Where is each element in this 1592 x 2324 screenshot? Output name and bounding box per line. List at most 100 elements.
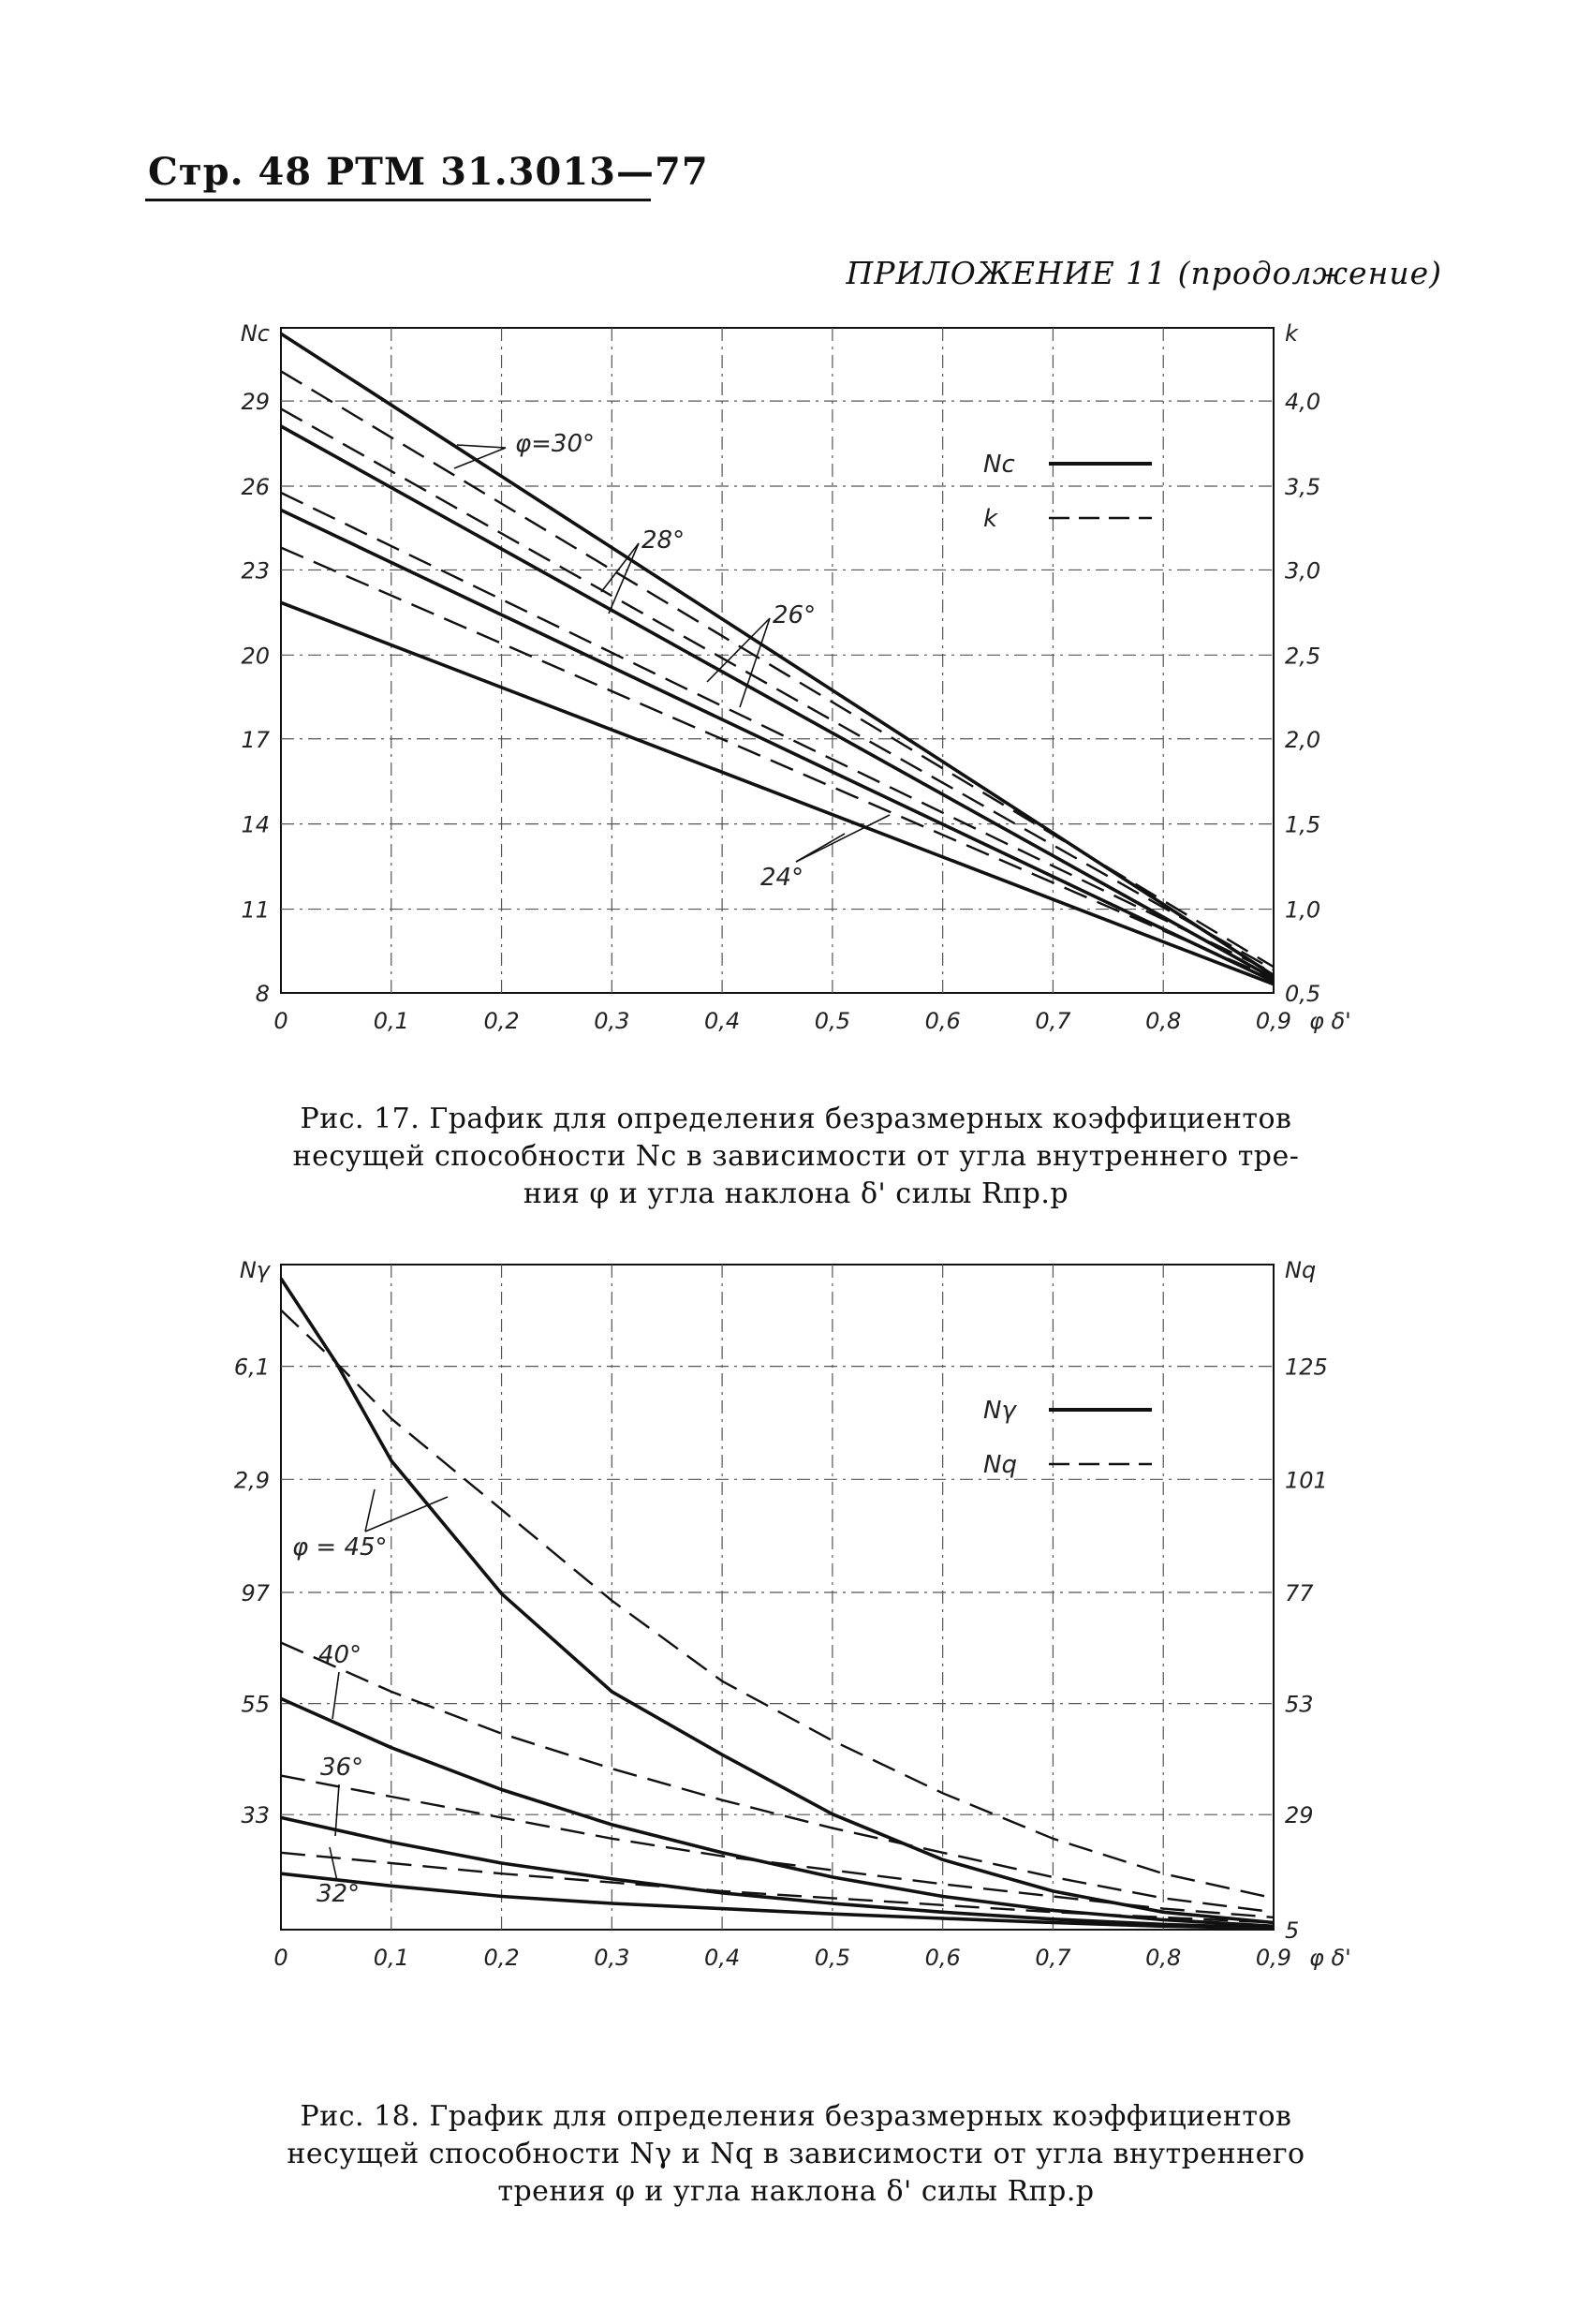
series-line-solid (280, 600, 1275, 986)
y-right-tick-label: 53 (1285, 1692, 1314, 1718)
y-left-tick-label: 29 (241, 389, 270, 415)
y-right-tick-label: 2,0 (1285, 727, 1320, 753)
plot-frame (280, 1264, 1275, 1931)
series-annotation: φ=30° (515, 430, 595, 458)
series-line-dashed (280, 370, 1275, 969)
y-right-tick-label: 77 (1285, 1580, 1314, 1606)
y-right-tick-label: 0,5 (1285, 981, 1320, 1007)
page-header: Стр. 48 РТМ 31.3013—77 (148, 150, 709, 194)
figure-18-caption: Рис. 18. График для определения безразме… (272, 2098, 1320, 2211)
y-left-tick-label: 26 (241, 474, 270, 500)
y-right-tick-label: 5 (1285, 1917, 1299, 1944)
y-right-tick-label: 3,0 (1285, 557, 1320, 584)
x-tick-label: 0,1 (374, 1945, 409, 1971)
y-right-axis-label: Nq (1285, 1257, 1316, 1283)
y-left-tick-label: 17 (241, 727, 270, 753)
y-left-axis-label: Nc (241, 320, 270, 347)
caption-17-line-1: Рис. 17. График для определения безразме… (300, 1103, 1292, 1135)
series-line-dashed (280, 546, 1275, 980)
y-right-tick-label: 3,5 (1285, 474, 1320, 500)
appendix-label: ПРИЛОЖЕНИЕ 11 (продолжение) (846, 255, 1442, 291)
header-rule (145, 199, 651, 201)
series-line-solid (279, 1277, 1275, 1925)
y-left-tick-label: 16,1 (234, 1354, 270, 1381)
figure-17-chart: 0 0,1 0,2 0,3 0,4 0,5 0,6 0,7 0,8 0,9 φ δ' 8 0,5 11 1,… (234, 309, 1358, 1058)
x-tick-label: 0,9 (1256, 1008, 1291, 1034)
x-tick-label: 0,7 (1035, 1945, 1071, 1971)
y-left-tick-label: 23 (241, 557, 270, 584)
annotation-leader (706, 617, 771, 683)
y-right-axis-label: k (1285, 320, 1299, 347)
annotation-leader (334, 1784, 340, 1837)
caption-18-line-3: трения φ и угла наклона δ' силы Rпр.р (497, 2175, 1095, 2208)
plot-frame (280, 327, 1275, 994)
x-tick-label: 0,6 (925, 1945, 961, 1971)
x-tick-label: 0,7 (1035, 1008, 1071, 1034)
x-tick-label: 0,3 (594, 1945, 629, 1971)
x-tick-label: 0,2 (483, 1945, 519, 1971)
x-tick-label: 0,8 (1145, 1945, 1181, 1971)
x-tick-label: 0,4 (704, 1945, 740, 1971)
caption-18-line-2: несущей способности Nγ и Nq в зависимост… (287, 2138, 1305, 2170)
series-annotation: 36° (320, 1754, 363, 1782)
y-left-tick-label: 97 (241, 1580, 270, 1606)
y-right-tick-label: 125 (1285, 1354, 1328, 1381)
figure-17-caption: Рис. 17. График для определения безразме… (272, 1101, 1320, 1213)
x-axis-label: φ δ' (1309, 1945, 1351, 1971)
y-left-axis-label: Nγ (240, 1257, 272, 1283)
caption-17-line-3: ния φ и угла наклона δ' силы Rпр.р (523, 1177, 1069, 1210)
annotation-leader (364, 1496, 449, 1532)
series-line-solid (280, 1815, 1275, 1930)
series-annotation: 28° (641, 526, 685, 555)
y-left-tick-label: 12,9 (234, 1467, 270, 1493)
y-right-tick-label: 2,5 (1285, 643, 1320, 669)
x-tick-label: 0,9 (1256, 1945, 1291, 1971)
legend-label: Nc (983, 451, 1015, 479)
x-tick-label: 0 (273, 1945, 287, 1971)
x-tick-label: 0,5 (815, 1945, 850, 1971)
series-line-solid (280, 508, 1275, 984)
series-line-dashed (280, 1851, 1275, 1924)
x-tick-label: 0,3 (594, 1008, 629, 1034)
y-left-tick-label: 55 (241, 1692, 270, 1718)
figure-18-chart: 0 0,1 0,2 0,3 0,4 0,5 0,6 0,7 0,8 0,9 φ δ' 5 33 29 55 5… (234, 1246, 1358, 1995)
series-line-dashed (280, 1309, 1275, 1900)
y-left-tick-label: 11 (241, 897, 270, 924)
caption-17-line-2: несущей способности Nc в зависимости от … (292, 1140, 1300, 1173)
y-right-tick-label: 1,0 (1285, 897, 1320, 924)
annotation-leader (608, 542, 640, 614)
caption-18-line-1: Рис. 18. График для определения безразме… (300, 2100, 1292, 2133)
series-line-dashed (280, 1641, 1275, 1914)
y-right-tick-label: 1,5 (1285, 812, 1320, 838)
figure-17-svg: 0 0,1 0,2 0,3 0,4 0,5 0,6 0,7 0,8 0,9 φ δ' 8 0,5 11 1,… (241, 320, 1351, 1034)
legend-label: Nq (983, 1451, 1017, 1479)
annotation-leader (364, 1488, 376, 1532)
annotation-leader (795, 814, 891, 863)
annotation-leader (332, 1671, 340, 1720)
x-tick-label: 0 (273, 1008, 287, 1034)
figure-18-svg: 0 0,1 0,2 0,3 0,4 0,5 0,6 0,7 0,8 0,9 φ δ' 5 33 29 55 5… (234, 1257, 1351, 1971)
x-tick-label: 0,6 (925, 1008, 961, 1034)
x-axis-label: φ δ' (1309, 1008, 1351, 1034)
series-annotation: 26° (773, 601, 816, 629)
series-annotation: 32° (317, 1880, 360, 1908)
annotation-leader (600, 542, 640, 593)
y-right-tick-label: 101 (1285, 1467, 1328, 1493)
legend-label: Nγ (983, 1397, 1017, 1425)
x-tick-label: 0,8 (1145, 1008, 1181, 1034)
y-left-tick-label: 33 (241, 1802, 270, 1828)
x-tick-label: 0,5 (815, 1008, 850, 1034)
series-annotation: 40° (318, 1641, 361, 1669)
legend-label: k (983, 505, 998, 533)
annotation-leader (739, 617, 771, 708)
series-line-dashed (280, 491, 1275, 974)
y-left-tick-label: 20 (241, 643, 270, 669)
y-left-tick-label: 14 (241, 812, 270, 838)
annotation-leader (456, 444, 507, 449)
series-line-solid (280, 1872, 1275, 1931)
series-annotation: φ = 45° (292, 1533, 388, 1562)
y-right-tick-label: 4,0 (1285, 389, 1320, 415)
annotation-leader (453, 447, 507, 469)
series-line-dashed (280, 407, 1275, 971)
x-tick-label: 0,2 (483, 1008, 519, 1034)
